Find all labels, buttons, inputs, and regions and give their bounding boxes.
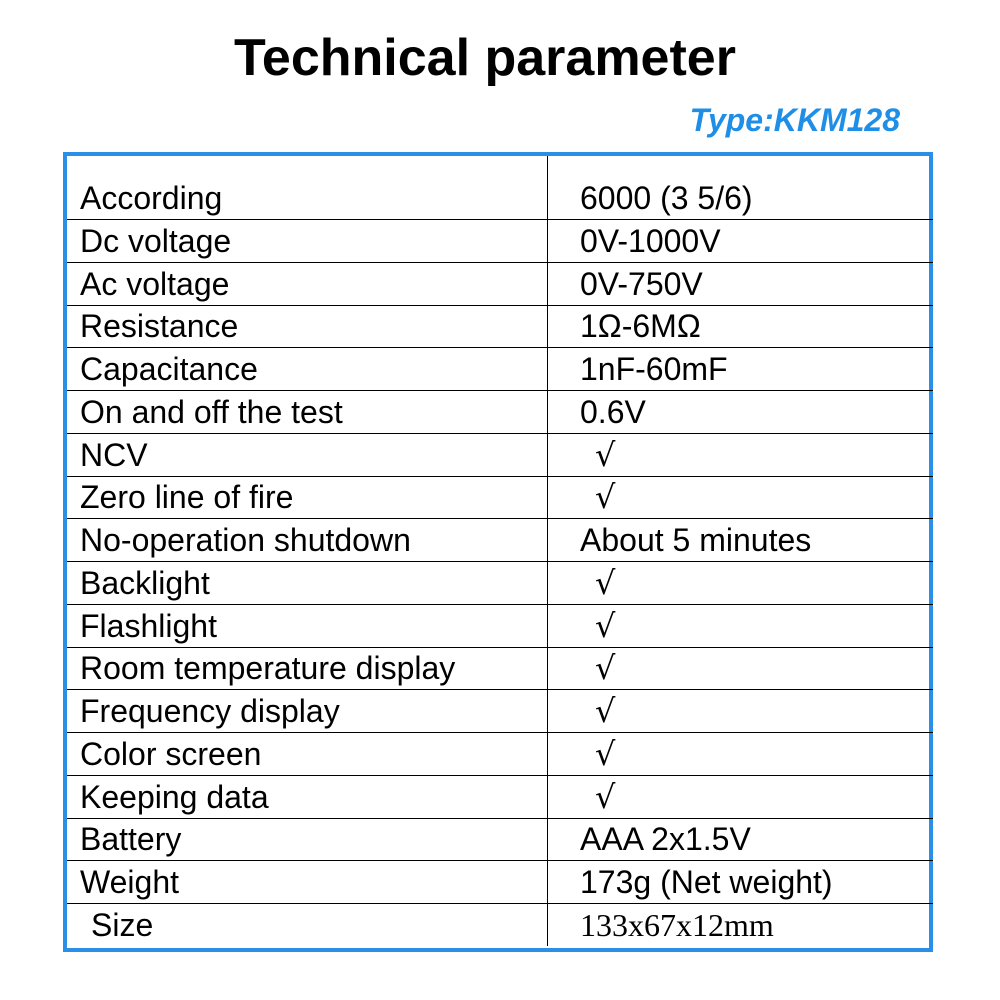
table-row: Capacitance 1nF-60mF <box>67 347 933 392</box>
table-row: Weight 173g (Net weight) <box>67 860 933 905</box>
row-value: √ <box>595 563 616 602</box>
row-label: According <box>80 180 223 216</box>
table-row: Room temperature display √ <box>67 647 933 691</box>
row-value: 1nF-60mF <box>580 351 728 388</box>
row-label: Backlight <box>80 564 210 601</box>
row-label: Frequency display <box>80 693 340 730</box>
row-value: 0.6V <box>580 393 646 430</box>
table-row: Size 133x67x12mm <box>67 903 933 946</box>
row-label: Resistance <box>80 308 239 345</box>
table-row: Flashlight √ <box>67 604 933 648</box>
row-label: Room temperature display <box>80 650 456 687</box>
table-row: Color screen √ <box>67 732 933 776</box>
row-value: 1Ω-6MΩ <box>580 308 701 345</box>
row-value: AAA 2x1.5V <box>580 821 751 858</box>
table-row: No-operation shutdown About 5 minutes <box>67 518 933 563</box>
row-label: No-operation shutdown <box>80 522 411 559</box>
row-label: Size <box>91 906 154 943</box>
row-label: Ac voltage <box>80 265 230 302</box>
row-value: √ <box>595 478 616 517</box>
table-row: NCV √ <box>67 433 933 477</box>
row-label: Keeping data <box>80 778 269 815</box>
row-value: 0V-1000V <box>580 222 721 259</box>
row-value: √ <box>595 734 616 773</box>
table-row: Ac voltage 0V-750V <box>67 262 933 306</box>
subtitle: Type:KKM128 <box>689 102 900 138</box>
row-value: √ <box>595 606 616 645</box>
table-row: Resistance 1Ω-6MΩ <box>67 305 933 349</box>
row-value: About 5 minutes <box>580 522 812 559</box>
table-row: Backlight √ <box>67 561 933 605</box>
row-value: 0V-750V <box>580 265 703 302</box>
row-value: √ <box>595 435 616 474</box>
row-value: √ <box>595 692 616 731</box>
table-row: On and off the test 0.6V <box>67 390 933 434</box>
row-label: Dc voltage <box>80 222 232 259</box>
table: According 6000 (3 5/6) Dc voltage 0V-1000V A… <box>63 152 933 952</box>
row-label: Flashlight <box>80 607 217 644</box>
title: Technical parameter <box>234 29 736 87</box>
row-label: Capacitance <box>80 351 258 388</box>
row-label: On and off the test <box>80 393 343 430</box>
table-row: Frequency display √ <box>67 689 933 734</box>
row-label: Battery <box>80 821 182 858</box>
table-row: Zero line of fire √ <box>67 476 933 520</box>
column-divider <box>547 156 548 946</box>
row-label: Color screen <box>80 735 262 772</box>
row-label: NCV <box>80 436 148 473</box>
row-value: √ <box>595 649 616 688</box>
row-label: Weight <box>80 864 180 901</box>
table-row: Battery AAA 2x1.5V <box>67 818 933 862</box>
table-row: According 6000 (3 5/6) <box>67 156 933 220</box>
row-label: Zero line of fire <box>80 479 294 516</box>
table-row: Dc voltage 0V-1000V <box>67 219 933 263</box>
row-value: 173g (Net weight) <box>580 864 833 901</box>
row-value: √ <box>595 777 616 816</box>
row-value: 6000 (3 5/6) <box>580 180 753 216</box>
row-value: 133x67x12mm <box>580 906 774 943</box>
table-row: Keeping data √ <box>67 775 933 819</box>
